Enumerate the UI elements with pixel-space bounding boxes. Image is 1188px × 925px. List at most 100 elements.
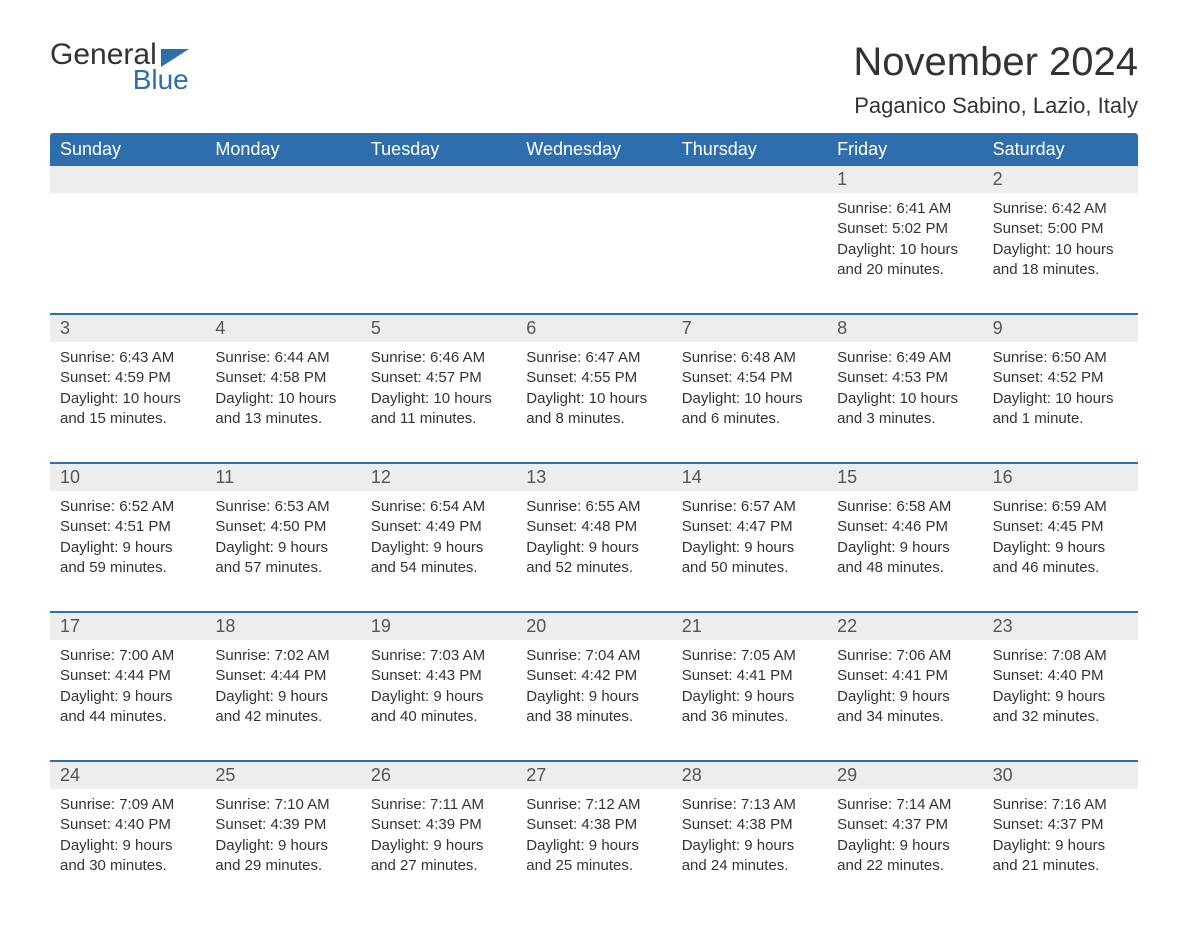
sunrise-text: Sunrise: 7:12 AM — [526, 795, 661, 815]
sunset-text: Sunset: 5:02 PM — [837, 219, 972, 239]
day-cell-empty — [516, 193, 671, 289]
day-cell: Sunrise: 7:12 AMSunset: 4:38 PMDaylight:… — [516, 789, 671, 885]
day-number: 26 — [361, 762, 516, 789]
day-cell: Sunrise: 6:49 AMSunset: 4:53 PMDaylight:… — [827, 342, 982, 438]
daynum-strip: 3456789 — [50, 315, 1138, 342]
sunrise-text: Sunrise: 6:49 AM — [837, 348, 972, 368]
daylight-text: Daylight: 9 hours and 30 minutes. — [60, 836, 195, 877]
day-cell-empty — [672, 193, 827, 289]
daylight-text: Daylight: 10 hours and 15 minutes. — [60, 389, 195, 430]
daylight-text: Daylight: 10 hours and 11 minutes. — [371, 389, 506, 430]
day-cell: Sunrise: 7:06 AMSunset: 4:41 PMDaylight:… — [827, 640, 982, 736]
day-number: 7 — [672, 315, 827, 342]
day-cell: Sunrise: 6:41 AMSunset: 5:02 PMDaylight:… — [827, 193, 982, 289]
weekday-saturday: Saturday — [983, 133, 1138, 166]
week-row: 10111213141516Sunrise: 6:52 AMSunset: 4:… — [50, 462, 1138, 587]
sunrise-text: Sunrise: 7:13 AM — [682, 795, 817, 815]
day-number — [205, 166, 360, 193]
sunset-text: Sunset: 4:40 PM — [993, 666, 1128, 686]
day-number: 18 — [205, 613, 360, 640]
week-row: 24252627282930Sunrise: 7:09 AMSunset: 4:… — [50, 760, 1138, 885]
sunset-text: Sunset: 4:44 PM — [215, 666, 350, 686]
day-number: 2 — [983, 166, 1138, 193]
sunset-text: Sunset: 4:39 PM — [371, 815, 506, 835]
daylight-text: Daylight: 9 hours and 22 minutes. — [837, 836, 972, 877]
daylight-text: Daylight: 9 hours and 40 minutes. — [371, 687, 506, 728]
day-number: 15 — [827, 464, 982, 491]
weekday-thursday: Thursday — [672, 133, 827, 166]
weekday-sunday: Sunday — [50, 133, 205, 166]
sunset-text: Sunset: 4:47 PM — [682, 517, 817, 537]
sunset-text: Sunset: 4:38 PM — [526, 815, 661, 835]
day-cell: Sunrise: 7:11 AMSunset: 4:39 PMDaylight:… — [361, 789, 516, 885]
day-number: 22 — [827, 613, 982, 640]
daylight-text: Daylight: 9 hours and 38 minutes. — [526, 687, 661, 728]
daynum-strip: 10111213141516 — [50, 464, 1138, 491]
sunset-text: Sunset: 4:41 PM — [682, 666, 817, 686]
sunrise-text: Sunrise: 6:50 AM — [993, 348, 1128, 368]
daylight-text: Daylight: 9 hours and 57 minutes. — [215, 538, 350, 579]
sunrise-text: Sunrise: 7:06 AM — [837, 646, 972, 666]
day-number: 9 — [983, 315, 1138, 342]
day-cell: Sunrise: 7:04 AMSunset: 4:42 PMDaylight:… — [516, 640, 671, 736]
daylight-text: Daylight: 9 hours and 25 minutes. — [526, 836, 661, 877]
day-number: 23 — [983, 613, 1138, 640]
sunset-text: Sunset: 4:57 PM — [371, 368, 506, 388]
day-cell: Sunrise: 7:10 AMSunset: 4:39 PMDaylight:… — [205, 789, 360, 885]
sunset-text: Sunset: 4:51 PM — [60, 517, 195, 537]
daylight-text: Daylight: 9 hours and 32 minutes. — [993, 687, 1128, 728]
daylight-text: Daylight: 10 hours and 3 minutes. — [837, 389, 972, 430]
sunset-text: Sunset: 4:38 PM — [682, 815, 817, 835]
sunrise-text: Sunrise: 7:00 AM — [60, 646, 195, 666]
daylight-text: Daylight: 10 hours and 13 minutes. — [215, 389, 350, 430]
sunrise-text: Sunrise: 6:44 AM — [215, 348, 350, 368]
daylight-text: Daylight: 9 hours and 44 minutes. — [60, 687, 195, 728]
sunset-text: Sunset: 4:55 PM — [526, 368, 661, 388]
sunset-text: Sunset: 4:59 PM — [60, 368, 195, 388]
day-cell: Sunrise: 6:47 AMSunset: 4:55 PMDaylight:… — [516, 342, 671, 438]
day-cell: Sunrise: 7:02 AMSunset: 4:44 PMDaylight:… — [205, 640, 360, 736]
day-cell: Sunrise: 6:44 AMSunset: 4:58 PMDaylight:… — [205, 342, 360, 438]
sunset-text: Sunset: 4:48 PM — [526, 517, 661, 537]
location: Paganico Sabino, Lazio, Italy — [853, 93, 1138, 119]
daylight-text: Daylight: 9 hours and 54 minutes. — [371, 538, 506, 579]
day-number: 25 — [205, 762, 360, 789]
daylight-text: Daylight: 9 hours and 36 minutes. — [682, 687, 817, 728]
day-cell: Sunrise: 7:09 AMSunset: 4:40 PMDaylight:… — [50, 789, 205, 885]
day-cell: Sunrise: 6:52 AMSunset: 4:51 PMDaylight:… — [50, 491, 205, 587]
day-number: 24 — [50, 762, 205, 789]
sunrise-text: Sunrise: 6:52 AM — [60, 497, 195, 517]
day-cell: Sunrise: 6:53 AMSunset: 4:50 PMDaylight:… — [205, 491, 360, 587]
sunrise-text: Sunrise: 6:41 AM — [837, 199, 972, 219]
day-number: 14 — [672, 464, 827, 491]
sunrise-text: Sunrise: 6:46 AM — [371, 348, 506, 368]
daylight-text: Daylight: 10 hours and 1 minute. — [993, 389, 1128, 430]
sunrise-text: Sunrise: 6:58 AM — [837, 497, 972, 517]
day-number: 13 — [516, 464, 671, 491]
sunrise-text: Sunrise: 7:16 AM — [993, 795, 1128, 815]
day-number: 12 — [361, 464, 516, 491]
sunset-text: Sunset: 4:58 PM — [215, 368, 350, 388]
sunrise-text: Sunrise: 7:10 AM — [215, 795, 350, 815]
sunset-text: Sunset: 4:37 PM — [993, 815, 1128, 835]
sunset-text: Sunset: 4:46 PM — [837, 517, 972, 537]
day-number: 21 — [672, 613, 827, 640]
day-number — [516, 166, 671, 193]
day-number: 17 — [50, 613, 205, 640]
day-number: 28 — [672, 762, 827, 789]
day-cell: Sunrise: 6:46 AMSunset: 4:57 PMDaylight:… — [361, 342, 516, 438]
day-number: 4 — [205, 315, 360, 342]
sunrise-text: Sunrise: 7:04 AM — [526, 646, 661, 666]
sunrise-text: Sunrise: 7:08 AM — [993, 646, 1128, 666]
weekday-tuesday: Tuesday — [361, 133, 516, 166]
weekday-wednesday: Wednesday — [516, 133, 671, 166]
sunset-text: Sunset: 4:50 PM — [215, 517, 350, 537]
day-number — [361, 166, 516, 193]
day-number: 10 — [50, 464, 205, 491]
day-number: 20 — [516, 613, 671, 640]
daylight-text: Daylight: 9 hours and 29 minutes. — [215, 836, 350, 877]
daylight-text: Daylight: 9 hours and 52 minutes. — [526, 538, 661, 579]
sunset-text: Sunset: 4:54 PM — [682, 368, 817, 388]
day-cell: Sunrise: 6:58 AMSunset: 4:46 PMDaylight:… — [827, 491, 982, 587]
daylight-text: Daylight: 9 hours and 48 minutes. — [837, 538, 972, 579]
